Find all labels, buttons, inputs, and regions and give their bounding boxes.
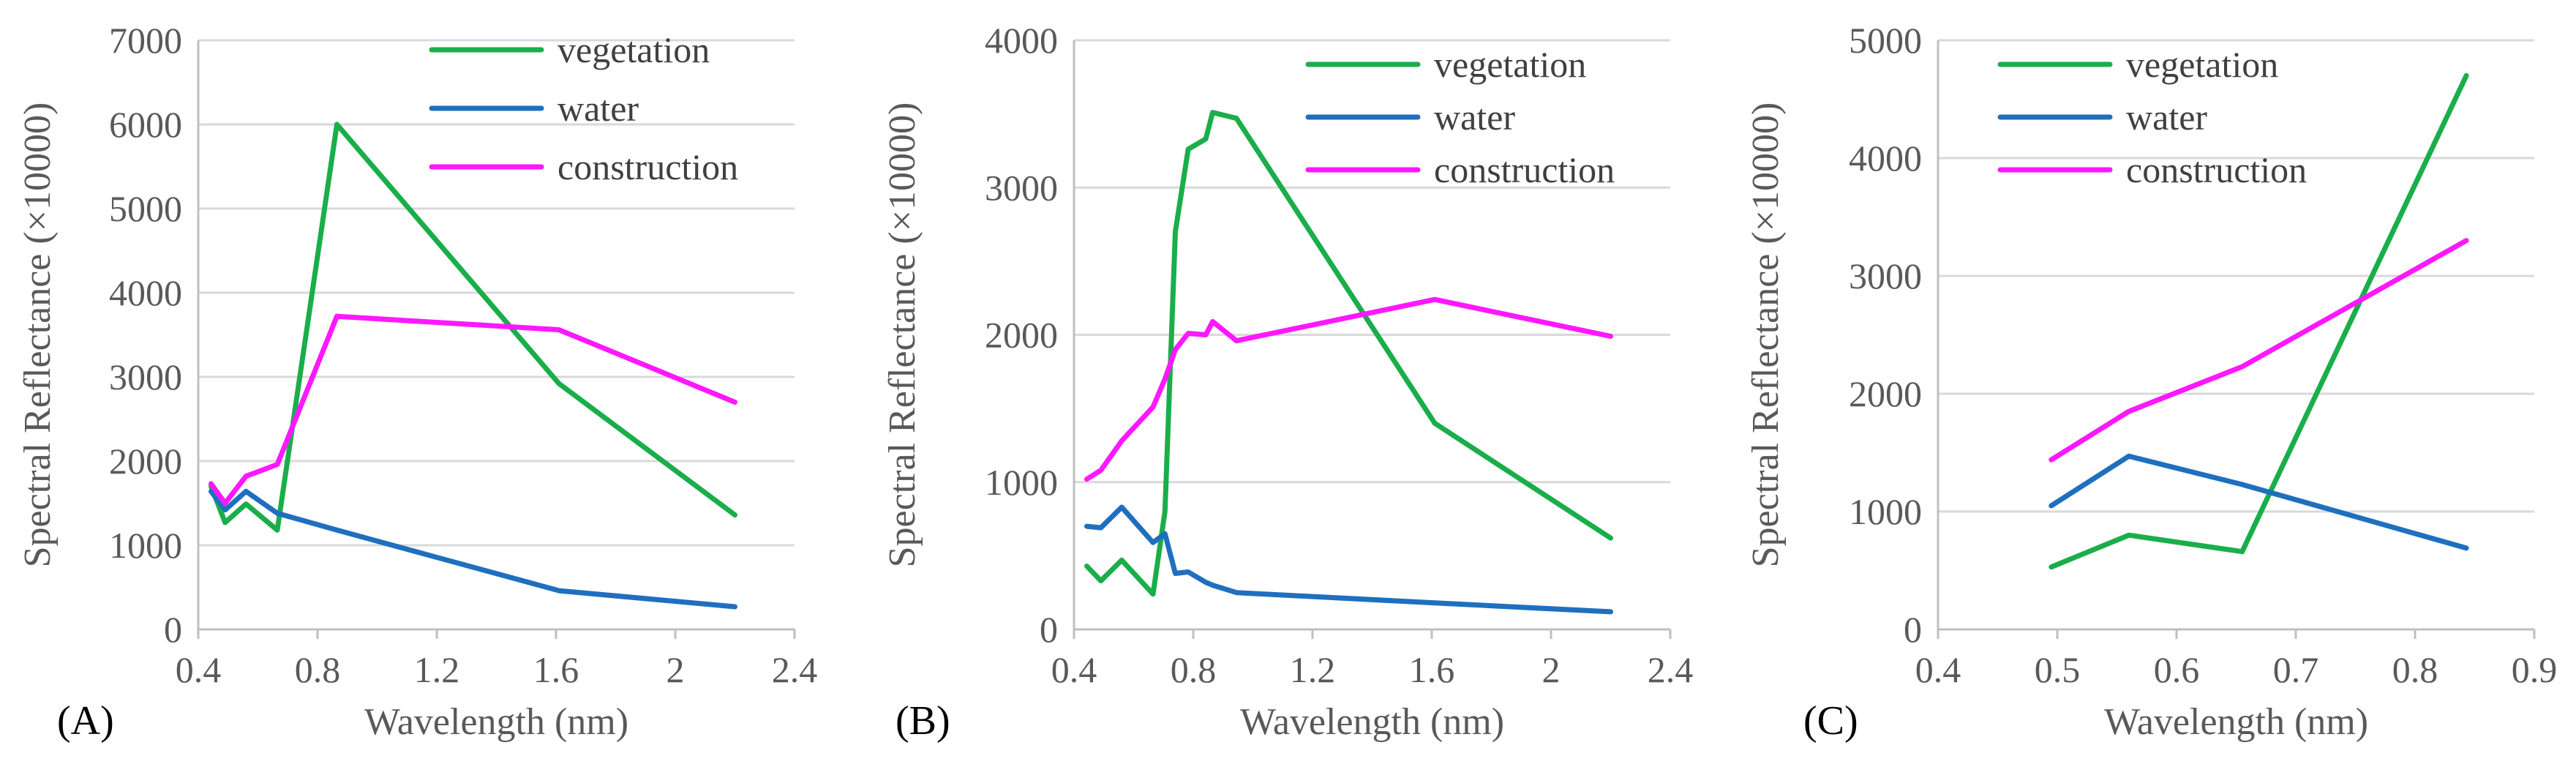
series-line-vegetation xyxy=(209,121,737,533)
legend-label-water: water xyxy=(1434,97,1515,138)
y-axis-title: Spectral Reflectance (×10000) xyxy=(882,102,923,568)
y-tick-label: 3000 xyxy=(985,167,1058,208)
legend-label-vegetation: vegetation xyxy=(2126,44,2278,85)
legend-label-vegetation: vegetation xyxy=(1434,44,1586,85)
x-tick-label: 0.4 xyxy=(1051,649,1097,690)
y-tick-label: 0 xyxy=(164,609,182,650)
series-line-water xyxy=(2049,453,2469,551)
y-axis-title: Spectral Reflectance (×10000) xyxy=(1745,102,1787,568)
x-tick-label: 2.4 xyxy=(1648,649,1694,690)
y-tick-label: 3000 xyxy=(1849,255,1922,296)
series-line-vegetation xyxy=(1084,110,1613,597)
x-axis-title: Wavelength (nm) xyxy=(2104,701,2368,743)
x-axis-title: Wavelength (nm) xyxy=(1240,701,1504,743)
y-tick-label: 2000 xyxy=(985,315,1058,356)
x-tick-label: 0.8 xyxy=(2392,649,2438,690)
panel-label: (B) xyxy=(895,698,950,744)
x-tick-label: 0.4 xyxy=(1915,649,1961,690)
y-tick-label: 0 xyxy=(1040,609,1058,650)
panel-label: (A) xyxy=(57,698,114,744)
x-tick-label: 0.4 xyxy=(176,649,222,690)
x-tick-label: 2 xyxy=(666,649,685,690)
y-tick-label: 7000 xyxy=(109,20,182,61)
x-tick-label: 0.6 xyxy=(2154,649,2200,690)
y-tick-label: 1000 xyxy=(109,525,182,566)
y-tick-label: 3000 xyxy=(109,356,182,397)
legend-label-construction: construction xyxy=(2126,149,2307,190)
y-tick-label: 4000 xyxy=(1849,138,1922,179)
legend-label-construction: construction xyxy=(1434,149,1615,190)
x-axis-title: Wavelength (nm) xyxy=(364,701,628,743)
y-tick-label: 2000 xyxy=(1849,373,1922,414)
y-tick-label: 5000 xyxy=(1849,20,1922,61)
x-tick-label: 2.4 xyxy=(772,649,818,690)
x-tick-label: 1.2 xyxy=(414,649,460,690)
series-line-vegetation xyxy=(2049,72,2469,570)
x-tick-label: 0.9 xyxy=(2512,649,2558,690)
y-tick-label: 6000 xyxy=(109,104,182,145)
chart-panel-b: 0 1000 2000 3000 4000 0.4 0.8 1.2 1.6 2 2.4 Wavelen… xyxy=(882,20,1693,744)
legend-label-water: water xyxy=(557,88,639,129)
y-tick-label: 5000 xyxy=(109,188,182,229)
series-line-water xyxy=(209,488,737,610)
y-tick-label: 4000 xyxy=(109,272,182,313)
x-tick-label: 2 xyxy=(1542,649,1561,690)
legend: vegetation water construction xyxy=(1997,44,2307,190)
series-line-construction xyxy=(2049,238,2469,463)
panel-label: (C) xyxy=(1803,698,1858,744)
x-tick-label: 0.8 xyxy=(1171,649,1217,690)
y-tick-label: 2000 xyxy=(109,441,182,482)
y-tick-label: 0 xyxy=(1904,609,1922,650)
x-tick-label: 0.5 xyxy=(2035,649,2081,690)
x-tick-label: 1.2 xyxy=(1290,649,1336,690)
y-tick-label: 1000 xyxy=(985,462,1058,503)
x-tick-label: 1.6 xyxy=(533,649,579,690)
x-tick-label: 0.8 xyxy=(295,649,341,690)
chart-panel-a: 0 1000 2000 3000 4000 5000 6000 7000 0.4 0.8 1.2 1.… xyxy=(17,20,817,744)
chart-panel-c: 0 1000 2000 3000 4000 5000 0.4 0.5 0.6 0.7 0.8 0.9 W… xyxy=(1745,20,2557,744)
y-tick-label: 1000 xyxy=(1849,491,1922,532)
x-tick-label: 0.7 xyxy=(2273,649,2319,690)
legend: vegetation water construction xyxy=(429,29,738,187)
legend-label-construction: construction xyxy=(557,146,738,187)
series-line-construction xyxy=(209,313,737,506)
series-line-water xyxy=(1084,504,1613,615)
legend-label-water: water xyxy=(2126,97,2207,138)
y-axis-title: Spectral Reflectance (×10000) xyxy=(17,102,59,568)
legend: vegetation water construction xyxy=(1305,44,1615,190)
x-tick-label: 1.6 xyxy=(1409,649,1455,690)
series-line-construction xyxy=(1084,296,1613,482)
legend-label-vegetation: vegetation xyxy=(557,29,710,70)
y-tick-label: 4000 xyxy=(985,20,1058,61)
